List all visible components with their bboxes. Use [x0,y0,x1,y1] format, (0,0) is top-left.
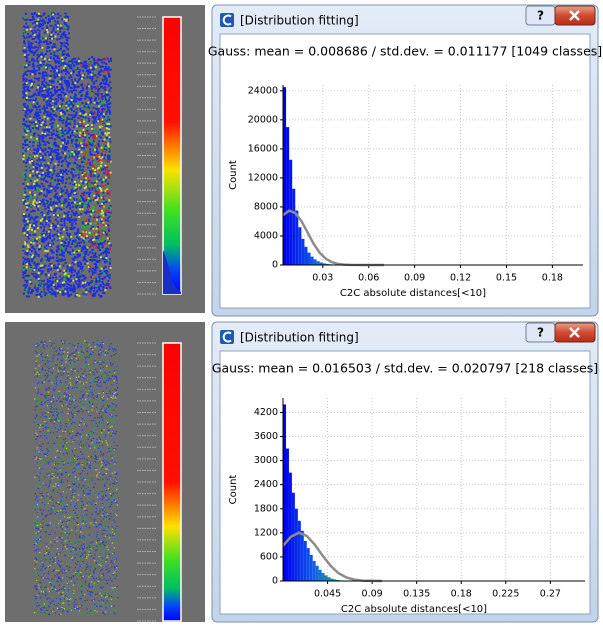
dialog-title: [Distribution fitting] [240,14,359,28]
histogram-bar [327,577,331,581]
histogram-bar [312,560,316,581]
x-tick-label: 0.15 [496,273,517,284]
histogram-bar [313,259,317,265]
x-tick-label: 0.045 [314,589,341,600]
y-tick-label: 24000 [248,85,278,96]
histogram-bar [309,554,313,581]
x-tick-label: 0.09 [362,589,383,600]
x-tick-label: 0.03 [312,273,333,284]
histogram-bar [324,575,328,581]
y-tick-label: 3600 [254,431,278,442]
point-cloud [34,340,118,615]
point-cloud [34,340,119,616]
histogram-bar [288,472,292,581]
dialog-title: [Distribution fitting] [240,331,359,345]
histogram-bar [307,252,311,265]
scale-histogram [163,250,181,294]
histogram-bar [292,188,296,265]
histogram-bar [301,238,305,265]
y-axis-label: Count [228,160,239,190]
histogram-bar [295,210,299,265]
histogram-bar [325,263,329,265]
histogram-bar [315,565,319,581]
point-cloud [22,12,112,298]
histogram-bar [310,256,314,265]
histogram-bar [298,227,302,265]
x-tick-label: 0.18 [542,273,563,284]
close-glyph [569,10,580,21]
histogram-bar [316,261,320,265]
y-tick-label: 4200 [254,407,278,418]
dialog-client [219,33,591,309]
histogram-bar [283,87,287,265]
histogram-bar [297,520,301,581]
histogram-bar [303,540,307,581]
point-cloud [22,12,112,297]
y-tick-label: 20000 [248,114,278,125]
histogram-bar [285,448,289,581]
y-tick-label: 2400 [254,479,278,490]
histogram-bar [319,262,323,265]
y-tick-label: 1800 [254,503,278,514]
histogram-bar [306,548,310,581]
x-tick-label: 0.27 [540,589,561,600]
y-tick-label: 1200 [254,527,278,538]
histogram-bar [330,578,334,581]
histogram-bar [294,508,298,581]
histogram-bar [318,569,322,581]
y-tick-label: 600 [260,551,278,562]
y-tick-label: 8000 [254,201,278,212]
y-tick-label: 0 [272,576,278,587]
x-axis-label: C2C absolute distances[<10] [341,604,487,615]
y-tick-label: 4000 [254,230,278,241]
chart-title: Gauss: mean = 0.008686 / std.dev. = 0.01… [208,44,602,59]
x-tick-label: 0.18 [451,589,472,600]
x-tick-label: 0.06 [358,273,379,284]
y-tick-label: 16000 [248,143,278,154]
y-tick-label: 0 [272,260,278,271]
x-axis-label: C2C absolute distances[<10] [340,288,486,299]
dialog-client [219,350,591,615]
y-axis-label: Count [228,475,239,505]
help-button-label: ? [537,326,544,340]
histogram-bar [322,263,326,265]
dialog-icon-glyph [222,14,232,26]
histogram-bar [300,530,304,581]
gauss-fit [282,531,383,583]
color-scale [162,16,182,295]
dialog-icon-glyph [222,331,232,343]
histogram-bar [336,579,340,581]
histogram-bar [333,579,337,581]
y-tick-label: 12000 [248,172,278,183]
y-tick-label: 3000 [254,455,278,466]
color-scale [162,342,182,622]
x-tick-label: 0.12 [450,273,471,284]
chart-title: Gauss: mean = 0.016503 / std.dev. = 0.02… [212,361,598,376]
point-cloud [80,56,112,296]
help-button-label: ? [537,9,544,23]
x-tick-label: 0.09 [404,273,425,284]
histogram-bar [304,246,308,265]
x-tick-label: 0.135 [403,589,430,600]
close-glyph [569,327,580,338]
histogram-bar [286,127,290,265]
x-tick-label: 0.225 [492,589,519,600]
histogram-bar [321,572,325,581]
histogram-bar [283,404,286,581]
